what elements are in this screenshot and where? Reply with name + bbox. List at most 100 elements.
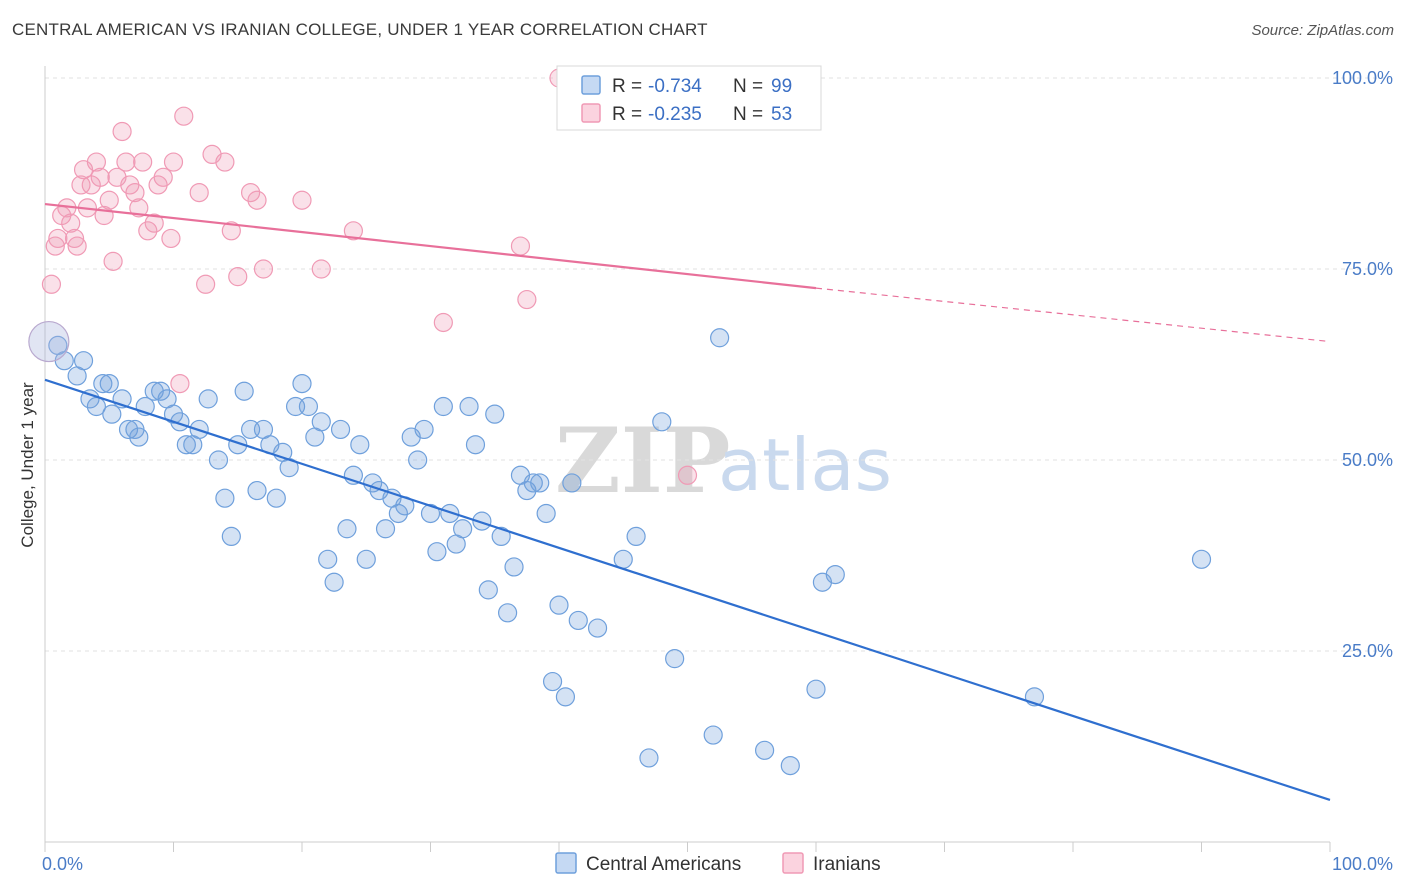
central-americans-point — [176, 435, 196, 455]
legend-n-label-2: N = — [733, 104, 763, 125]
central-americans-point — [626, 526, 646, 547]
central-americans-point — [665, 649, 685, 669]
central-americans-point — [485, 404, 505, 424]
central-americans-point — [433, 396, 453, 417]
central-americans-point — [102, 404, 122, 424]
grid-lines — [45, 77, 1390, 652]
central-americans-point — [388, 503, 408, 524]
central-americans-point — [330, 419, 351, 440]
central-americans-point — [498, 603, 518, 623]
iranians-point — [129, 198, 149, 218]
iranians-point — [99, 190, 119, 210]
iranians-point — [112, 121, 132, 142]
central-americans-point — [465, 435, 486, 455]
central-americans-point — [318, 549, 338, 569]
central-americans-point — [118, 419, 139, 440]
iranians-point — [163, 152, 184, 172]
central-americans-point — [80, 389, 100, 409]
iranians-point — [138, 221, 158, 241]
iranians-point — [170, 374, 190, 394]
legend-r-value-2: -0.235 — [648, 104, 702, 125]
central-americans-point — [639, 748, 659, 768]
legend-n-value-2: 53 — [771, 104, 792, 125]
iranians-point — [144, 213, 164, 233]
iranians-trend-line — [44, 202, 817, 290]
central-americans-points — [28, 320, 1212, 776]
central-americans-point — [613, 549, 633, 569]
central-americans-point — [93, 374, 113, 394]
bottom-legend-swatch-iranian — [782, 852, 804, 874]
central-americans-point — [459, 396, 479, 417]
central-americans-point — [652, 412, 672, 432]
x-tick-label-start: 0.0% — [42, 854, 83, 874]
iranians-point — [228, 267, 248, 287]
central-americans-point — [555, 687, 576, 707]
axes — [44, 66, 1331, 852]
iranians-point — [215, 152, 235, 172]
iranians-point — [343, 221, 363, 241]
central-americans-point — [472, 511, 492, 531]
iranians-point — [433, 312, 453, 333]
iranians-point — [189, 183, 209, 203]
iranians-point — [48, 228, 68, 249]
central-americans-point — [754, 740, 775, 760]
central-americans-point — [587, 618, 608, 638]
iranians-point — [247, 190, 267, 210]
iranians-point — [253, 259, 274, 279]
central-americans-point — [414, 419, 434, 440]
central-americans-point — [453, 519, 473, 539]
central-americans-point — [1191, 549, 1212, 569]
iranians-point — [153, 167, 173, 187]
bottom-legend-swatch-central — [555, 852, 577, 874]
iranians-point — [125, 183, 145, 203]
iranians-point — [292, 190, 312, 210]
central-americans-point — [703, 725, 723, 745]
cluster-point — [28, 320, 70, 363]
y-tick-label: 50.0% — [1342, 450, 1393, 470]
central-americans-point — [99, 374, 119, 394]
watermark-zip: ZIP — [555, 408, 730, 514]
central-americans-point — [247, 480, 267, 501]
iranians-point — [86, 152, 107, 172]
central-americans-point — [491, 526, 511, 547]
trend-lines — [44, 202, 1331, 802]
central-americans-point — [375, 519, 396, 539]
iranians-point — [116, 152, 136, 172]
legend-r-label-2: R = — [612, 104, 642, 125]
central-americans-point — [568, 610, 588, 631]
central-americans-point — [311, 412, 331, 432]
central-americans-point — [710, 328, 730, 348]
iranians-point — [90, 167, 110, 187]
iranians-trend-line-extension — [815, 287, 1331, 343]
legend-box — [556, 65, 822, 131]
central-americans-point — [292, 374, 312, 394]
central-americans-point — [163, 404, 184, 424]
central-americans-point — [420, 503, 441, 524]
central-americans-point — [266, 488, 286, 508]
central-americans-point — [504, 557, 524, 577]
iranians-point — [64, 228, 85, 249]
iranians-point — [510, 236, 531, 256]
iranians-point — [517, 289, 537, 310]
legend-n-value-1: 99 — [771, 76, 792, 97]
iranians-point — [45, 236, 65, 256]
legend-r-value-1: -0.734 — [648, 76, 702, 97]
watermark-atlas: atlas — [718, 423, 892, 507]
central-americans-point — [221, 526, 241, 547]
chart-title: CENTRAL AMERICAN VS IRANIAN COLLEGE, UND… — [12, 20, 708, 39]
central-americans-point — [440, 503, 460, 524]
legend-swatch-iranian — [581, 103, 601, 123]
iranians-point — [241, 183, 261, 203]
iranians-point — [677, 465, 698, 485]
correlation-legend: R = -0.734 N = 99 R = -0.235 N = 53 — [556, 65, 822, 131]
central-americans-point — [408, 450, 428, 470]
iranians-point — [133, 152, 153, 172]
iranians-points — [41, 68, 698, 485]
bottom-legend-central: Central Americans — [586, 854, 741, 875]
series-legend: Central Americans Iranians — [555, 852, 881, 875]
central-americans-point — [478, 580, 498, 600]
iranians-point — [71, 175, 91, 195]
iranians-point — [196, 274, 216, 294]
central-americans-point — [542, 671, 563, 692]
iranians-point — [311, 259, 331, 279]
